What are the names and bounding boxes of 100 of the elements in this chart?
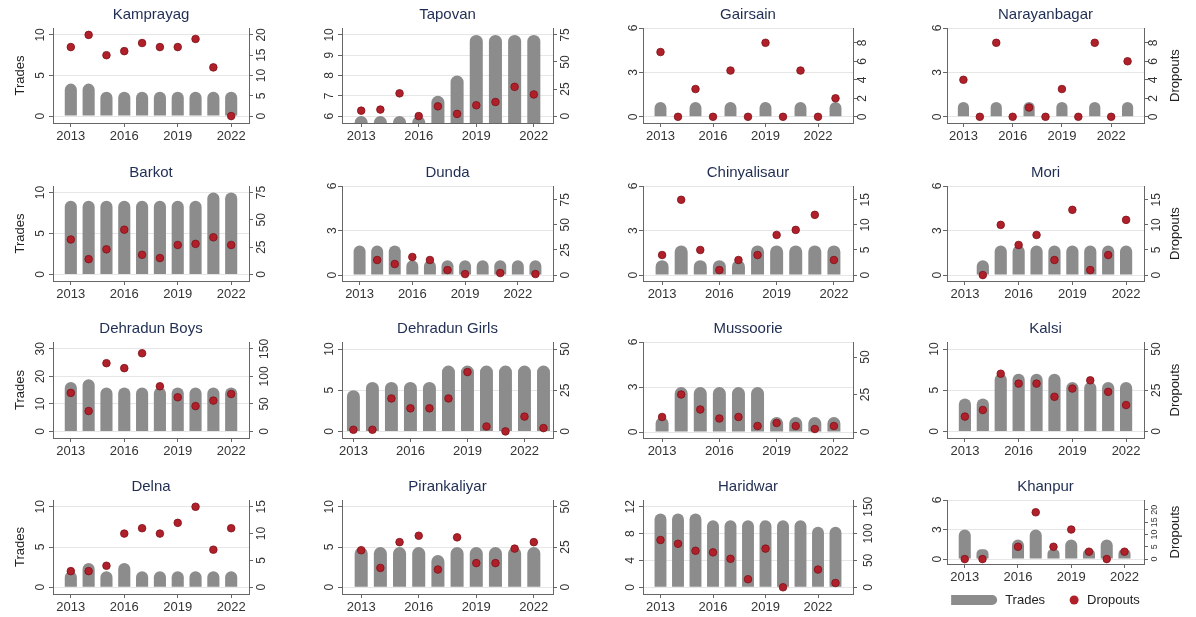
y2-tick-label: 15 xyxy=(1148,192,1163,207)
point xyxy=(978,554,987,564)
y2-tick-label: 150 xyxy=(861,496,876,517)
x-tick-label: 2019 xyxy=(163,599,193,615)
y2-tick-label: 15 xyxy=(253,48,268,62)
point xyxy=(1057,84,1067,94)
y-tick-label: 3 xyxy=(929,226,944,234)
y-tick-label: 0 xyxy=(929,271,944,279)
x-tick-label: 2022 xyxy=(503,286,533,302)
y2-tick-label: 0 xyxy=(861,583,876,591)
y-tick-label: 0 xyxy=(321,427,336,435)
x-tick-label: 2013 xyxy=(56,128,86,144)
bar xyxy=(461,365,474,431)
bar xyxy=(1030,373,1043,431)
point xyxy=(356,106,366,115)
point xyxy=(1067,525,1076,534)
point xyxy=(444,394,453,403)
point xyxy=(406,404,415,413)
x-tick-label: 2022 xyxy=(819,286,849,302)
bar xyxy=(136,387,149,431)
x-tick-label: 2013 xyxy=(56,286,86,302)
point xyxy=(66,566,76,576)
bar xyxy=(537,365,550,431)
y2-tick-label: 5 xyxy=(253,556,268,564)
x-tick-label: 2019 xyxy=(1057,443,1087,459)
bar xyxy=(1012,373,1025,431)
bar xyxy=(654,513,667,587)
y-tick-label: 6 xyxy=(324,182,339,190)
y2-tick-label: 0 xyxy=(557,112,572,120)
point xyxy=(368,425,377,434)
y-tick-label: 5 xyxy=(321,543,336,551)
point xyxy=(656,47,665,57)
x-tick-label: 2022 xyxy=(819,443,849,459)
point xyxy=(796,66,805,75)
y2-tick-label: 0 xyxy=(857,271,872,279)
point xyxy=(1031,508,1040,517)
point xyxy=(226,389,236,399)
y-tick-label: 0 xyxy=(32,270,47,278)
y2-tick-label: 0 xyxy=(253,583,268,591)
chart-title: Mussoorie xyxy=(713,319,783,337)
point xyxy=(1121,215,1131,225)
y2-tick-label: 2 xyxy=(854,94,869,102)
x-tick-label: 2013 xyxy=(346,599,376,615)
point xyxy=(813,112,823,121)
point xyxy=(226,240,236,250)
x-tick-label: 2016 xyxy=(404,599,434,615)
y-tick-label: 0 xyxy=(625,428,640,436)
point xyxy=(1008,112,1017,121)
y2-tick-label: 0 xyxy=(1145,113,1160,121)
chart-title: Pirankaliyar xyxy=(408,477,487,495)
y-tick-label: 0 xyxy=(926,427,941,435)
point xyxy=(959,75,968,84)
chart-title: Chinyalisaur xyxy=(706,163,790,181)
point xyxy=(1068,205,1077,215)
point xyxy=(539,423,548,433)
point xyxy=(691,84,700,94)
x-tick-label: 2016 xyxy=(704,286,734,302)
point xyxy=(761,544,770,553)
point xyxy=(102,358,111,368)
x-tick-label: 2022 xyxy=(1110,569,1139,585)
point xyxy=(452,109,462,119)
x-tick-label: 2016 xyxy=(1003,569,1033,585)
y2-axis-title: Dropouts xyxy=(1166,505,1182,559)
bar xyxy=(153,387,166,431)
y2-tick-label: 10 xyxy=(857,217,872,232)
y2-tick-label: 25 xyxy=(1148,383,1163,397)
bar xyxy=(742,520,754,587)
x-tick-label: 2016 xyxy=(109,599,139,615)
y2-tick-label: 0 xyxy=(1148,427,1163,435)
point xyxy=(84,30,93,40)
y2-tick-label: 75 xyxy=(557,27,572,42)
point xyxy=(772,230,781,240)
bar xyxy=(1084,381,1097,431)
y2-tick-label: 75 xyxy=(557,192,572,207)
y2-tick-label: 50 xyxy=(857,350,872,364)
point xyxy=(356,546,366,555)
point xyxy=(996,369,1005,378)
point xyxy=(491,97,500,107)
y2-tick-label: 100 xyxy=(257,366,272,387)
y-axis-title: Trades xyxy=(12,55,28,96)
point xyxy=(155,253,165,263)
point xyxy=(708,548,718,557)
bar xyxy=(689,513,702,587)
point xyxy=(1014,379,1023,388)
point xyxy=(1049,542,1058,551)
y-tick-label: 5 xyxy=(926,386,941,394)
y2-tick-label: 0 xyxy=(253,270,268,278)
y2-tick-label: 100 xyxy=(861,523,876,544)
y-tick-label: 0 xyxy=(625,271,640,279)
y2-tick-label: 25 xyxy=(557,540,572,554)
x-tick-label: 2016 xyxy=(397,286,427,302)
bar xyxy=(82,379,95,431)
point xyxy=(1103,387,1113,397)
y2-tick-label: 10 xyxy=(1148,217,1163,232)
x-tick-label: 2019 xyxy=(1057,286,1087,302)
y2-tick-label: 75 xyxy=(253,185,268,200)
point xyxy=(137,38,147,48)
y2-tick-label: 4 xyxy=(1145,76,1160,84)
y-tick-label: 10 xyxy=(32,27,47,42)
point xyxy=(657,412,667,422)
